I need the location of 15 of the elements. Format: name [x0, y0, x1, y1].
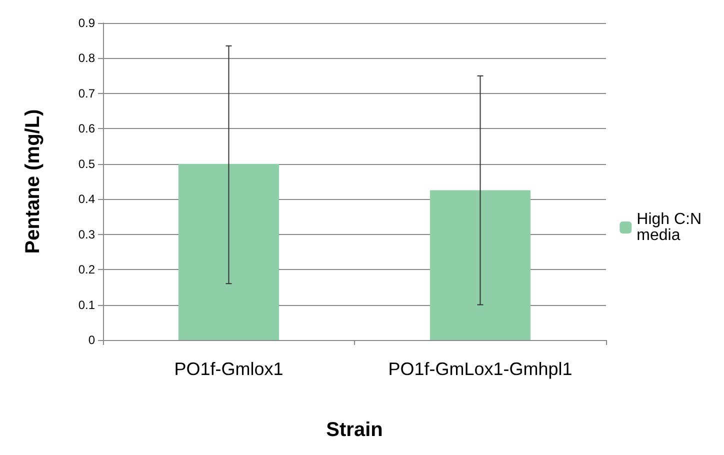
y-tick-label: 0.9	[78, 16, 96, 30]
y-tick-label: 0	[88, 333, 96, 347]
y-tick-label: 0.4	[78, 192, 96, 206]
x-tick-label: PO1f-GmLox1-Gmhpl1	[388, 359, 572, 379]
legend-label: High C:N media	[636, 211, 706, 244]
x-axis-title: Strain	[326, 419, 383, 441]
y-tick-label: 0.2	[78, 262, 96, 277]
y-tick-label: 0.3	[78, 227, 96, 242]
y-tick-label: 0.8	[78, 51, 96, 66]
y-tick-label: 0.5	[78, 156, 96, 171]
y-tick-label: 0.1	[78, 298, 96, 312]
x-tick-label: PO1f-Gmlox1	[174, 359, 284, 379]
y-tick-label: 0.6	[78, 122, 96, 136]
y-axis-title: Pentane (mg/L)	[22, 109, 44, 254]
y-tick-label: 0.7	[78, 86, 96, 100]
